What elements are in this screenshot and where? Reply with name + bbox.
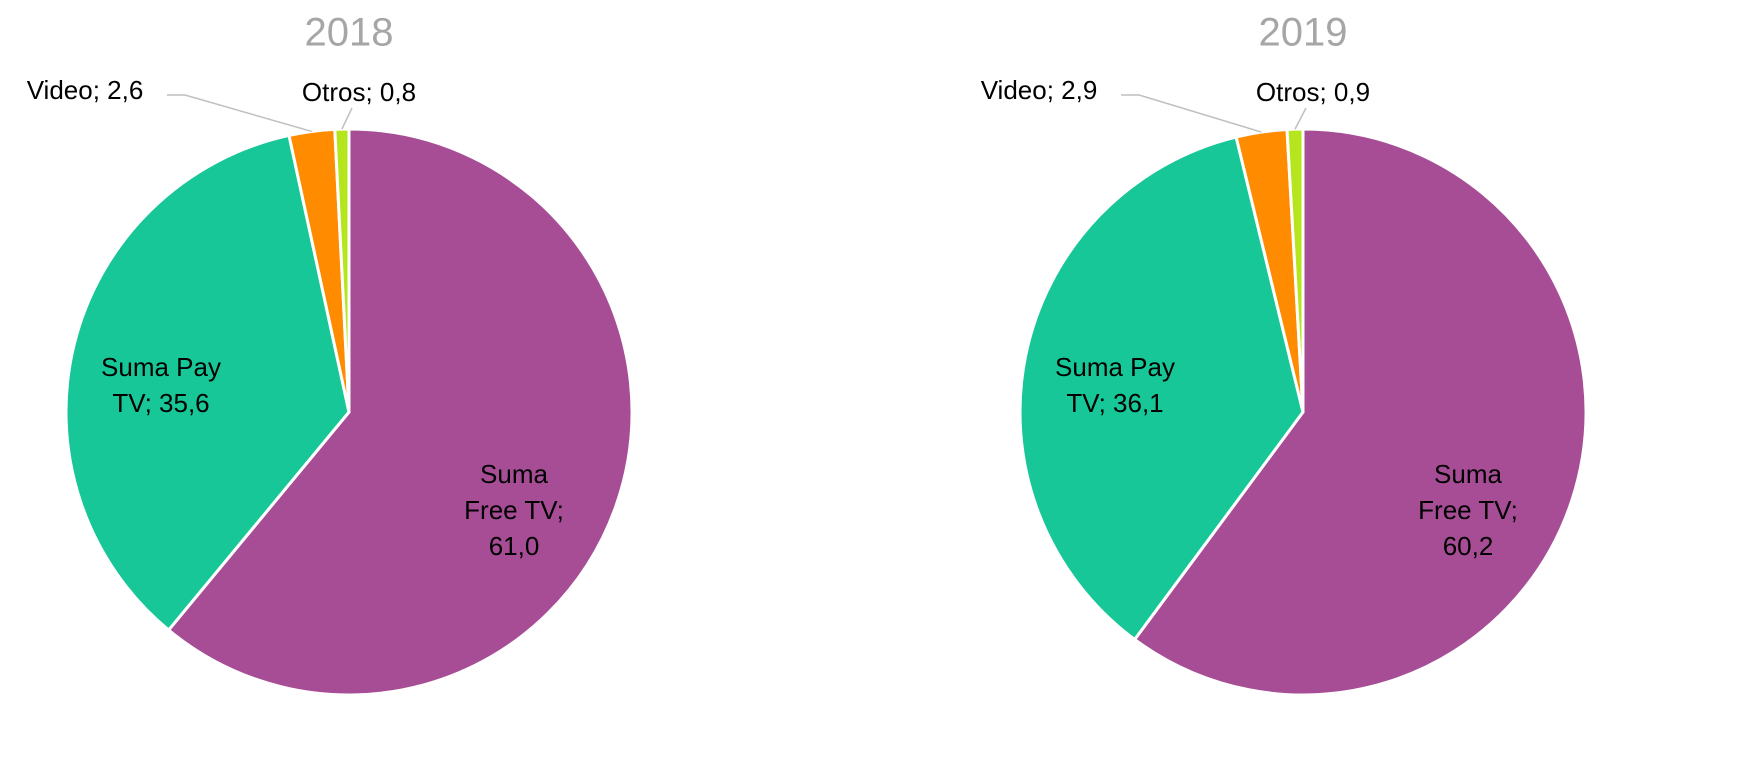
- leader-line: [341, 107, 353, 130]
- chart-title: 2019: [1258, 10, 1348, 55]
- pie-slice: [64, 133, 351, 632]
- chart-title: 2018: [304, 10, 394, 55]
- leader-line: [1294, 107, 1307, 130]
- pie-slice: [1285, 127, 1305, 414]
- pie-slice: [1018, 135, 1305, 641]
- pie-slice: [1133, 127, 1588, 697]
- data-label: Suma Pay TV; 35,6: [101, 352, 221, 418]
- data-label: Otros; 0,8: [301, 77, 417, 107]
- data-label: Video; 2,9: [980, 75, 1098, 105]
- leader-line: [167, 94, 312, 133]
- leader-line: [1121, 94, 1262, 133]
- data-label: Otros; 0,9: [1255, 77, 1371, 107]
- data-label: Suma Free TV; 60,2: [1418, 459, 1518, 561]
- data-label: Video; 2,6: [26, 75, 144, 105]
- pie-slice: [167, 127, 634, 697]
- data-label: Suma Free TV; 61,0: [464, 459, 564, 561]
- data-label: Suma Pay TV; 36,1: [1055, 352, 1175, 418]
